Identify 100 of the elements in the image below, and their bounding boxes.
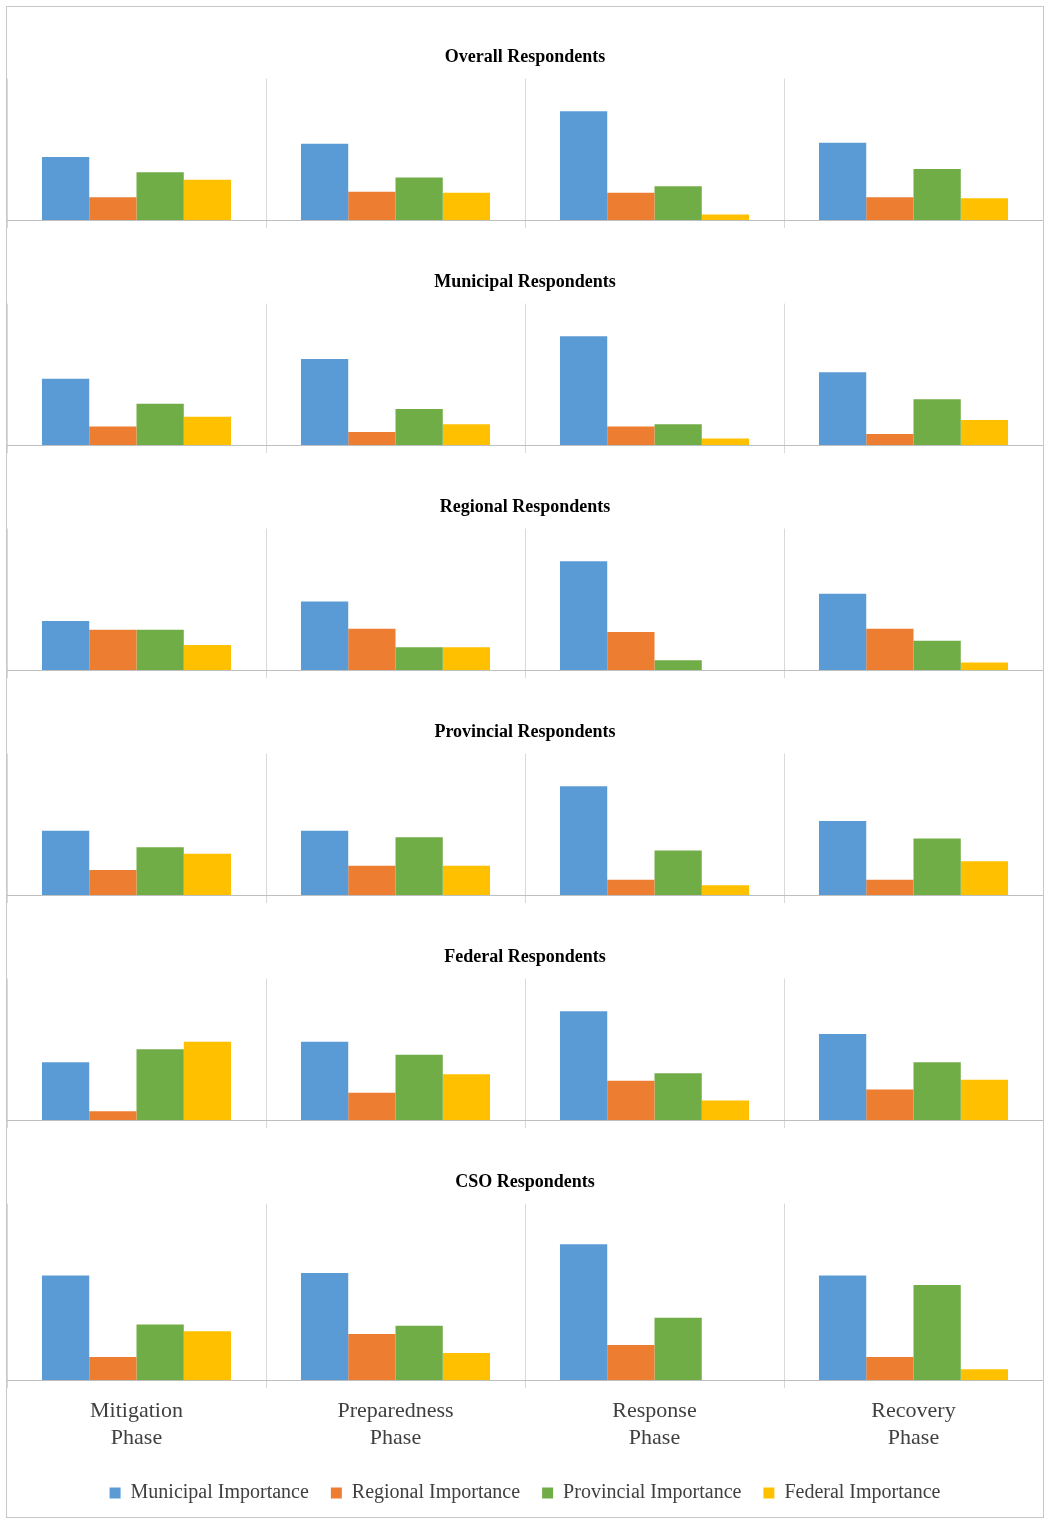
bar: [41, 1062, 90, 1120]
bar: [960, 861, 1009, 895]
x-tick-label: Recovery Phase: [871, 1397, 956, 1449]
bar: [654, 850, 702, 895]
bar: [89, 197, 137, 220]
bar: [183, 644, 232, 670]
bar: [183, 416, 232, 445]
bar: [136, 403, 184, 445]
bar: [348, 865, 396, 895]
bar: [913, 640, 961, 670]
bar: [913, 1062, 961, 1120]
bar: [818, 142, 867, 220]
chart-title: Municipal Respondents: [434, 271, 616, 292]
bar: [818, 821, 867, 895]
bar: [913, 399, 961, 445]
chart-title: CSO Respondents: [455, 1171, 595, 1192]
bar: [136, 1324, 184, 1381]
bar: [348, 1092, 396, 1120]
bar: [41, 621, 90, 670]
bar: [89, 629, 137, 670]
bar: [395, 647, 443, 670]
bar: [818, 593, 867, 670]
bar: [136, 629, 184, 670]
bar: [442, 192, 491, 220]
bar: [89, 1111, 137, 1120]
bar: [866, 1089, 914, 1120]
bar: [300, 359, 349, 445]
bar: [395, 1325, 443, 1381]
bar: [442, 1353, 491, 1381]
bar: [442, 647, 491, 670]
bar: [136, 1049, 184, 1120]
bar: [348, 1334, 396, 1381]
bar: [300, 143, 349, 220]
bar: [442, 865, 491, 895]
bar: [960, 1079, 1009, 1120]
bar: [701, 214, 750, 220]
bar: [701, 885, 750, 895]
bar: [442, 424, 491, 445]
bar: [960, 662, 1009, 670]
chart-title: Federal Respondents: [444, 946, 606, 967]
legend-label: Federal Importance: [784, 1480, 941, 1504]
bar: [183, 179, 232, 220]
bar: [41, 830, 90, 895]
bar: [654, 1073, 702, 1120]
x-tick-label: Preparedness Phase: [337, 1397, 454, 1449]
x-tick-label: Mitigation Phase: [90, 1397, 183, 1449]
bar: [818, 1034, 867, 1120]
bar: [866, 1357, 914, 1381]
bar: [559, 336, 608, 445]
bar: [183, 853, 232, 895]
bar: [607, 631, 655, 670]
bar: [41, 1275, 90, 1381]
bar: [300, 1272, 349, 1381]
bar: [866, 434, 914, 445]
x-tick-label: Response Phase: [612, 1397, 697, 1449]
chart-title: Regional Respondents: [439, 496, 611, 517]
bar: [654, 186, 702, 220]
bar: [607, 1344, 655, 1381]
bar: [701, 1100, 750, 1120]
chart-title: Provincial Respondents: [434, 721, 616, 742]
bar: [348, 628, 396, 670]
bar: [41, 156, 90, 220]
bar: [654, 660, 702, 670]
bar: [866, 628, 914, 670]
bar: [136, 847, 184, 895]
bar: [89, 426, 137, 445]
bar: [559, 1011, 608, 1120]
bar: [654, 424, 702, 445]
bar: [913, 838, 961, 895]
bar: [348, 191, 396, 220]
bar: [89, 1357, 137, 1381]
bar: [300, 830, 349, 895]
bar: [183, 1331, 232, 1381]
bar: [960, 419, 1009, 445]
bar: [701, 438, 750, 445]
chart-title: Overall Respondents: [444, 46, 606, 67]
bar: [607, 192, 655, 220]
bar: [559, 786, 608, 895]
bar: [607, 1080, 655, 1120]
bar: [559, 561, 608, 670]
bar: [607, 879, 655, 895]
bar: [395, 409, 443, 445]
bar: [913, 168, 961, 220]
bar: [136, 172, 184, 220]
bar: [395, 1054, 443, 1120]
bar: [300, 1041, 349, 1120]
bar: [395, 177, 443, 220]
bar: [818, 372, 867, 445]
bar: [866, 197, 914, 220]
bar: [960, 1369, 1009, 1381]
bar: [913, 1285, 961, 1381]
legend-label: Regional Importance: [351, 1480, 521, 1504]
bar: [395, 837, 443, 895]
bar: [559, 1244, 608, 1381]
bar: [89, 869, 137, 895]
bar: [960, 198, 1009, 220]
bar: [559, 111, 608, 220]
bar: [607, 426, 655, 445]
bar: [866, 879, 914, 895]
legend-label: Municipal Importance: [130, 1480, 309, 1504]
